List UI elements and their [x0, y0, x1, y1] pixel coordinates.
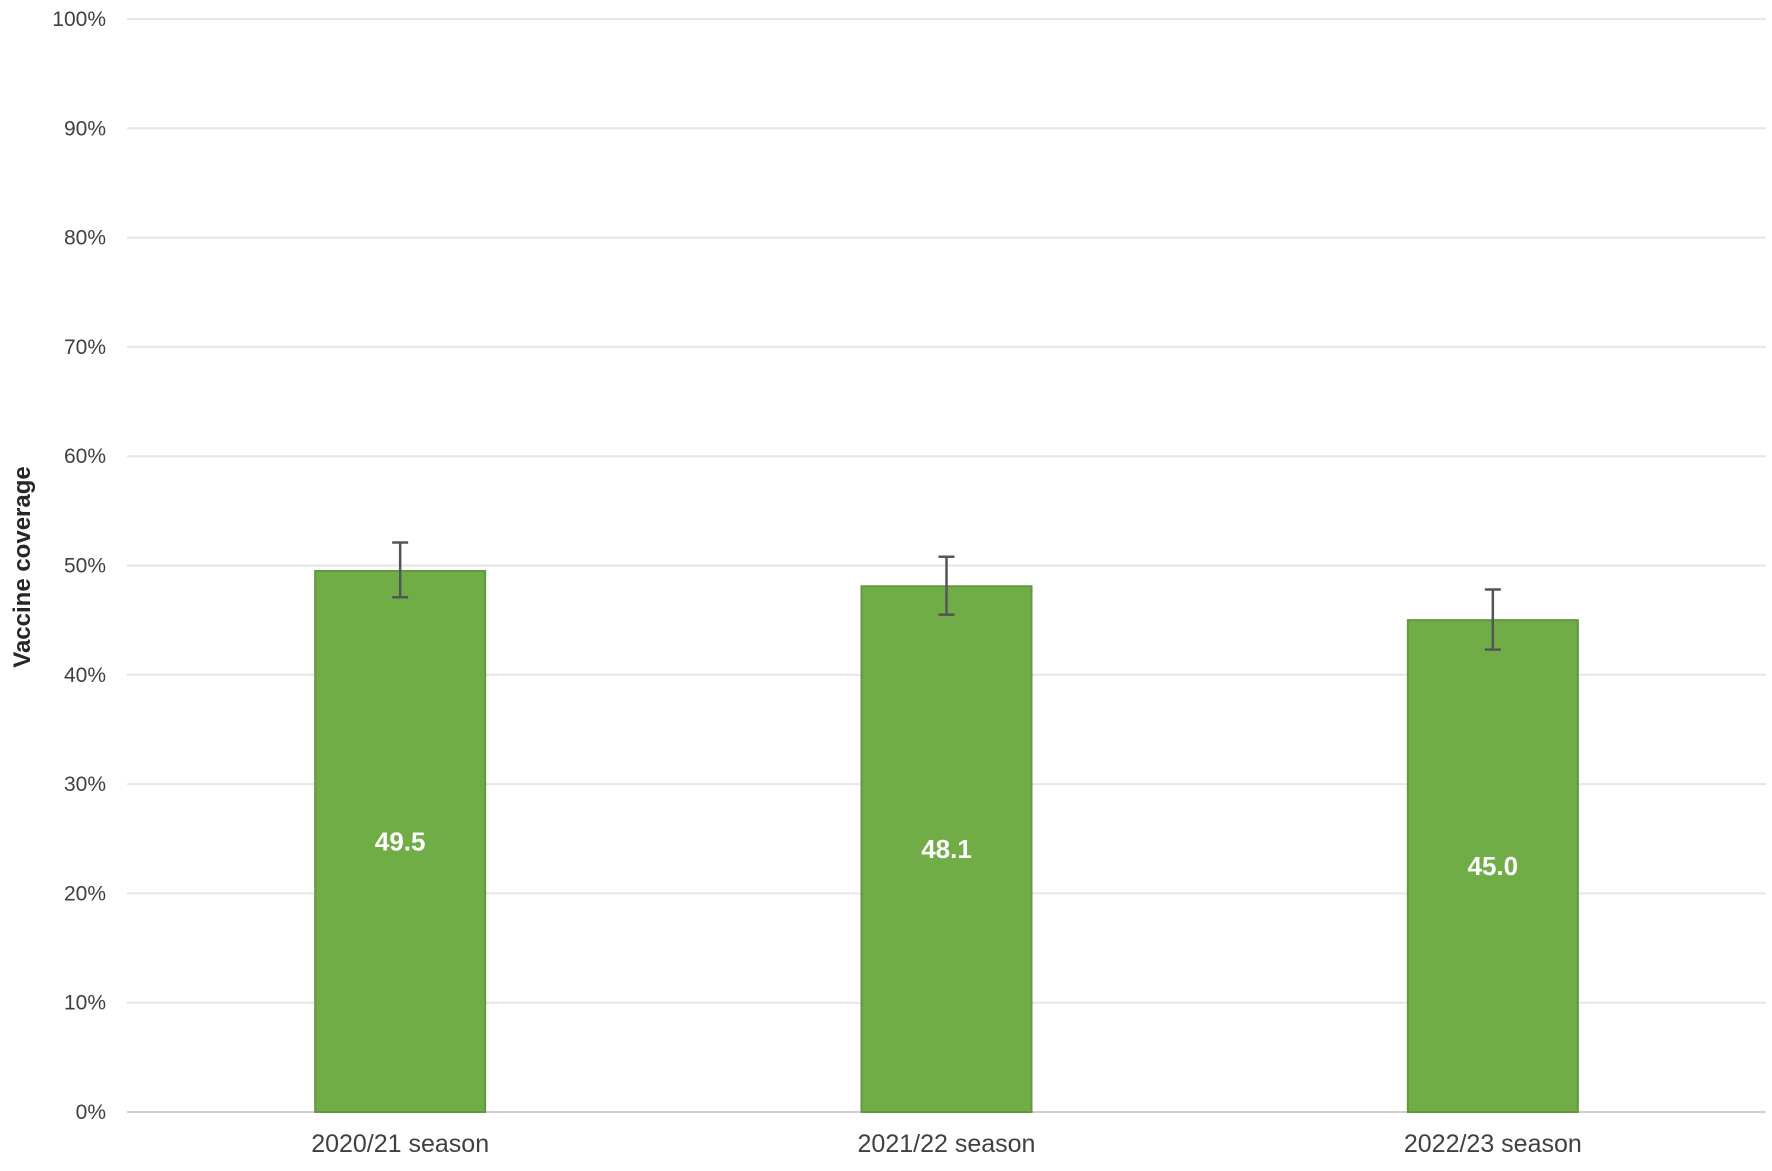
error-bar — [938, 555, 955, 616]
y-tick-label: 10% — [64, 992, 106, 1015]
x-axis-categories: 2020/21 season 2021/22 season 2022/23 seas… — [311, 1130, 1582, 1158]
y-axis-title: Vaccine coverage — [9, 466, 36, 667]
data-labels: 49.5 48.1 45.0 — [375, 826, 1518, 881]
error-bars — [392, 541, 1501, 651]
y-axis-ticks: 0% 10% 20% 30% 40% 50% 60% 70% 80% 90% 100% — [52, 8, 106, 1124]
bar — [314, 569, 487, 1113]
data-label: 49.5 — [375, 826, 426, 856]
y-tick-label: 60% — [64, 445, 106, 468]
y-tick-label: 20% — [64, 882, 106, 905]
error-bar — [392, 541, 409, 599]
y-tick-label: 70% — [64, 336, 106, 359]
y-tick-label: 50% — [64, 555, 106, 578]
y-tick-label: 100% — [52, 8, 106, 31]
y-tick-label: 40% — [64, 664, 106, 687]
x-category-label: 2021/22 season — [858, 1130, 1036, 1158]
y-tick-label: 0% — [76, 1101, 106, 1124]
y-tick-label: 90% — [64, 117, 106, 140]
bar — [860, 585, 1033, 1113]
y-tick-label: 30% — [64, 773, 106, 796]
data-label: 45.0 — [1468, 851, 1519, 881]
bar — [1406, 619, 1579, 1114]
x-category-label: 2020/21 season — [311, 1130, 489, 1158]
bars — [314, 569, 1579, 1114]
error-bar — [1484, 588, 1501, 651]
data-label: 48.1 — [921, 834, 972, 864]
x-category-label: 2022/23 season — [1404, 1130, 1582, 1158]
y-tick-label: 80% — [64, 227, 106, 250]
